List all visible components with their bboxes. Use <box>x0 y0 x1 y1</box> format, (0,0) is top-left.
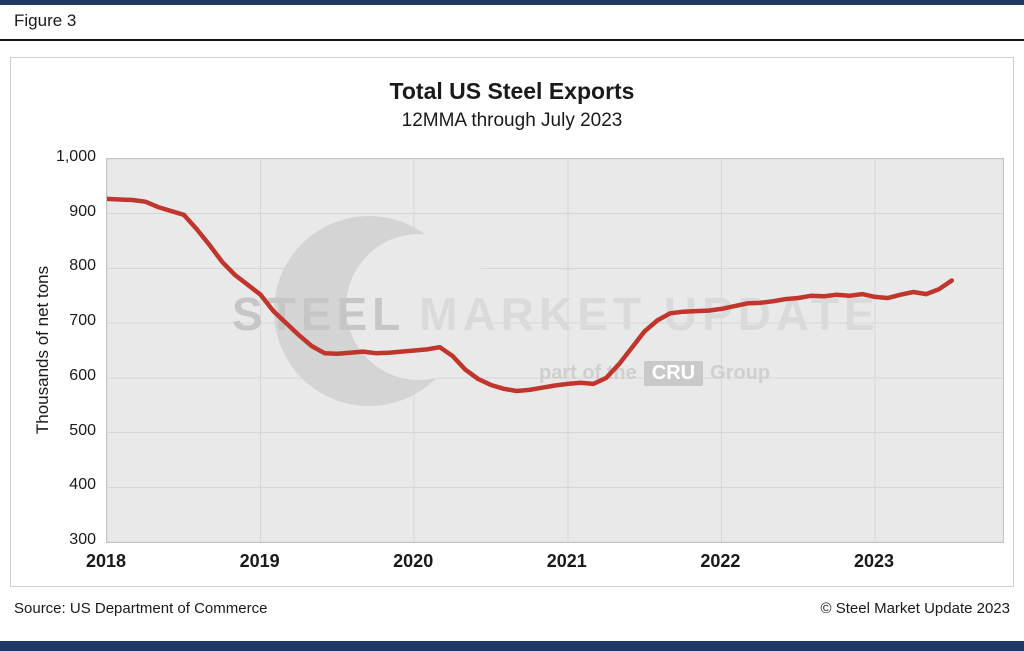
y-tick-label: 600 <box>69 366 96 384</box>
x-tick-label: 2020 <box>393 551 434 571</box>
cru-logo: CRU <box>643 361 704 386</box>
watermark-tagline-prefix: part of the <box>539 362 637 384</box>
header-divider <box>0 39 1024 41</box>
x-tick-label: 2018 <box>85 551 127 571</box>
bottom-accent-bar <box>0 641 1024 651</box>
series-line <box>107 196 955 394</box>
x-axis-ticks: 2018 2019 2020 2021 2022 2023 <box>86 551 1002 575</box>
copyright-note: © Steel Market Update 2023 <box>820 600 1011 617</box>
source-note: Source: US Department of Commerce <box>14 600 268 617</box>
watermark-crescent-cutout <box>346 234 492 380</box>
figure-label: Figure 3 <box>14 11 77 30</box>
x-tick-label: 2022 <box>700 551 741 571</box>
watermark-tagline-suffix: Group <box>710 362 771 384</box>
chart-panel: Total US Steel Exports 12MMA through Jul… <box>10 57 1014 587</box>
grid-lines <box>107 159 1003 542</box>
top-accent-bar <box>0 0 1024 5</box>
y-tick-label: 1,000 <box>55 148 96 165</box>
chart-title: Total US Steel Exports <box>389 78 635 104</box>
x-tick-label: 2021 <box>546 551 587 571</box>
y-tick-label: 300 <box>69 531 96 548</box>
chart-subtitle: 12MMA through July 2023 <box>401 110 623 131</box>
chart-footer: Source: US Department of Commerce © Stee… <box>14 600 1010 617</box>
x-tick-label: 2023 <box>853 551 895 571</box>
y-axis-ticks: 300 400 500 600 700 800 900 1,000 <box>11 148 106 548</box>
y-tick-label: 700 <box>69 312 96 330</box>
plot-area: STEEL MARKET UPDATE part of the CRU Group <box>106 158 1004 543</box>
x-tick-label: 2019 <box>239 551 280 571</box>
watermark-tagline: part of the CRU Group <box>539 361 770 386</box>
y-tick-label: 500 <box>69 421 96 439</box>
y-tick-label: 800 <box>69 257 96 275</box>
y-tick-label: 400 <box>69 476 96 494</box>
y-tick-label: 900 <box>69 202 96 220</box>
